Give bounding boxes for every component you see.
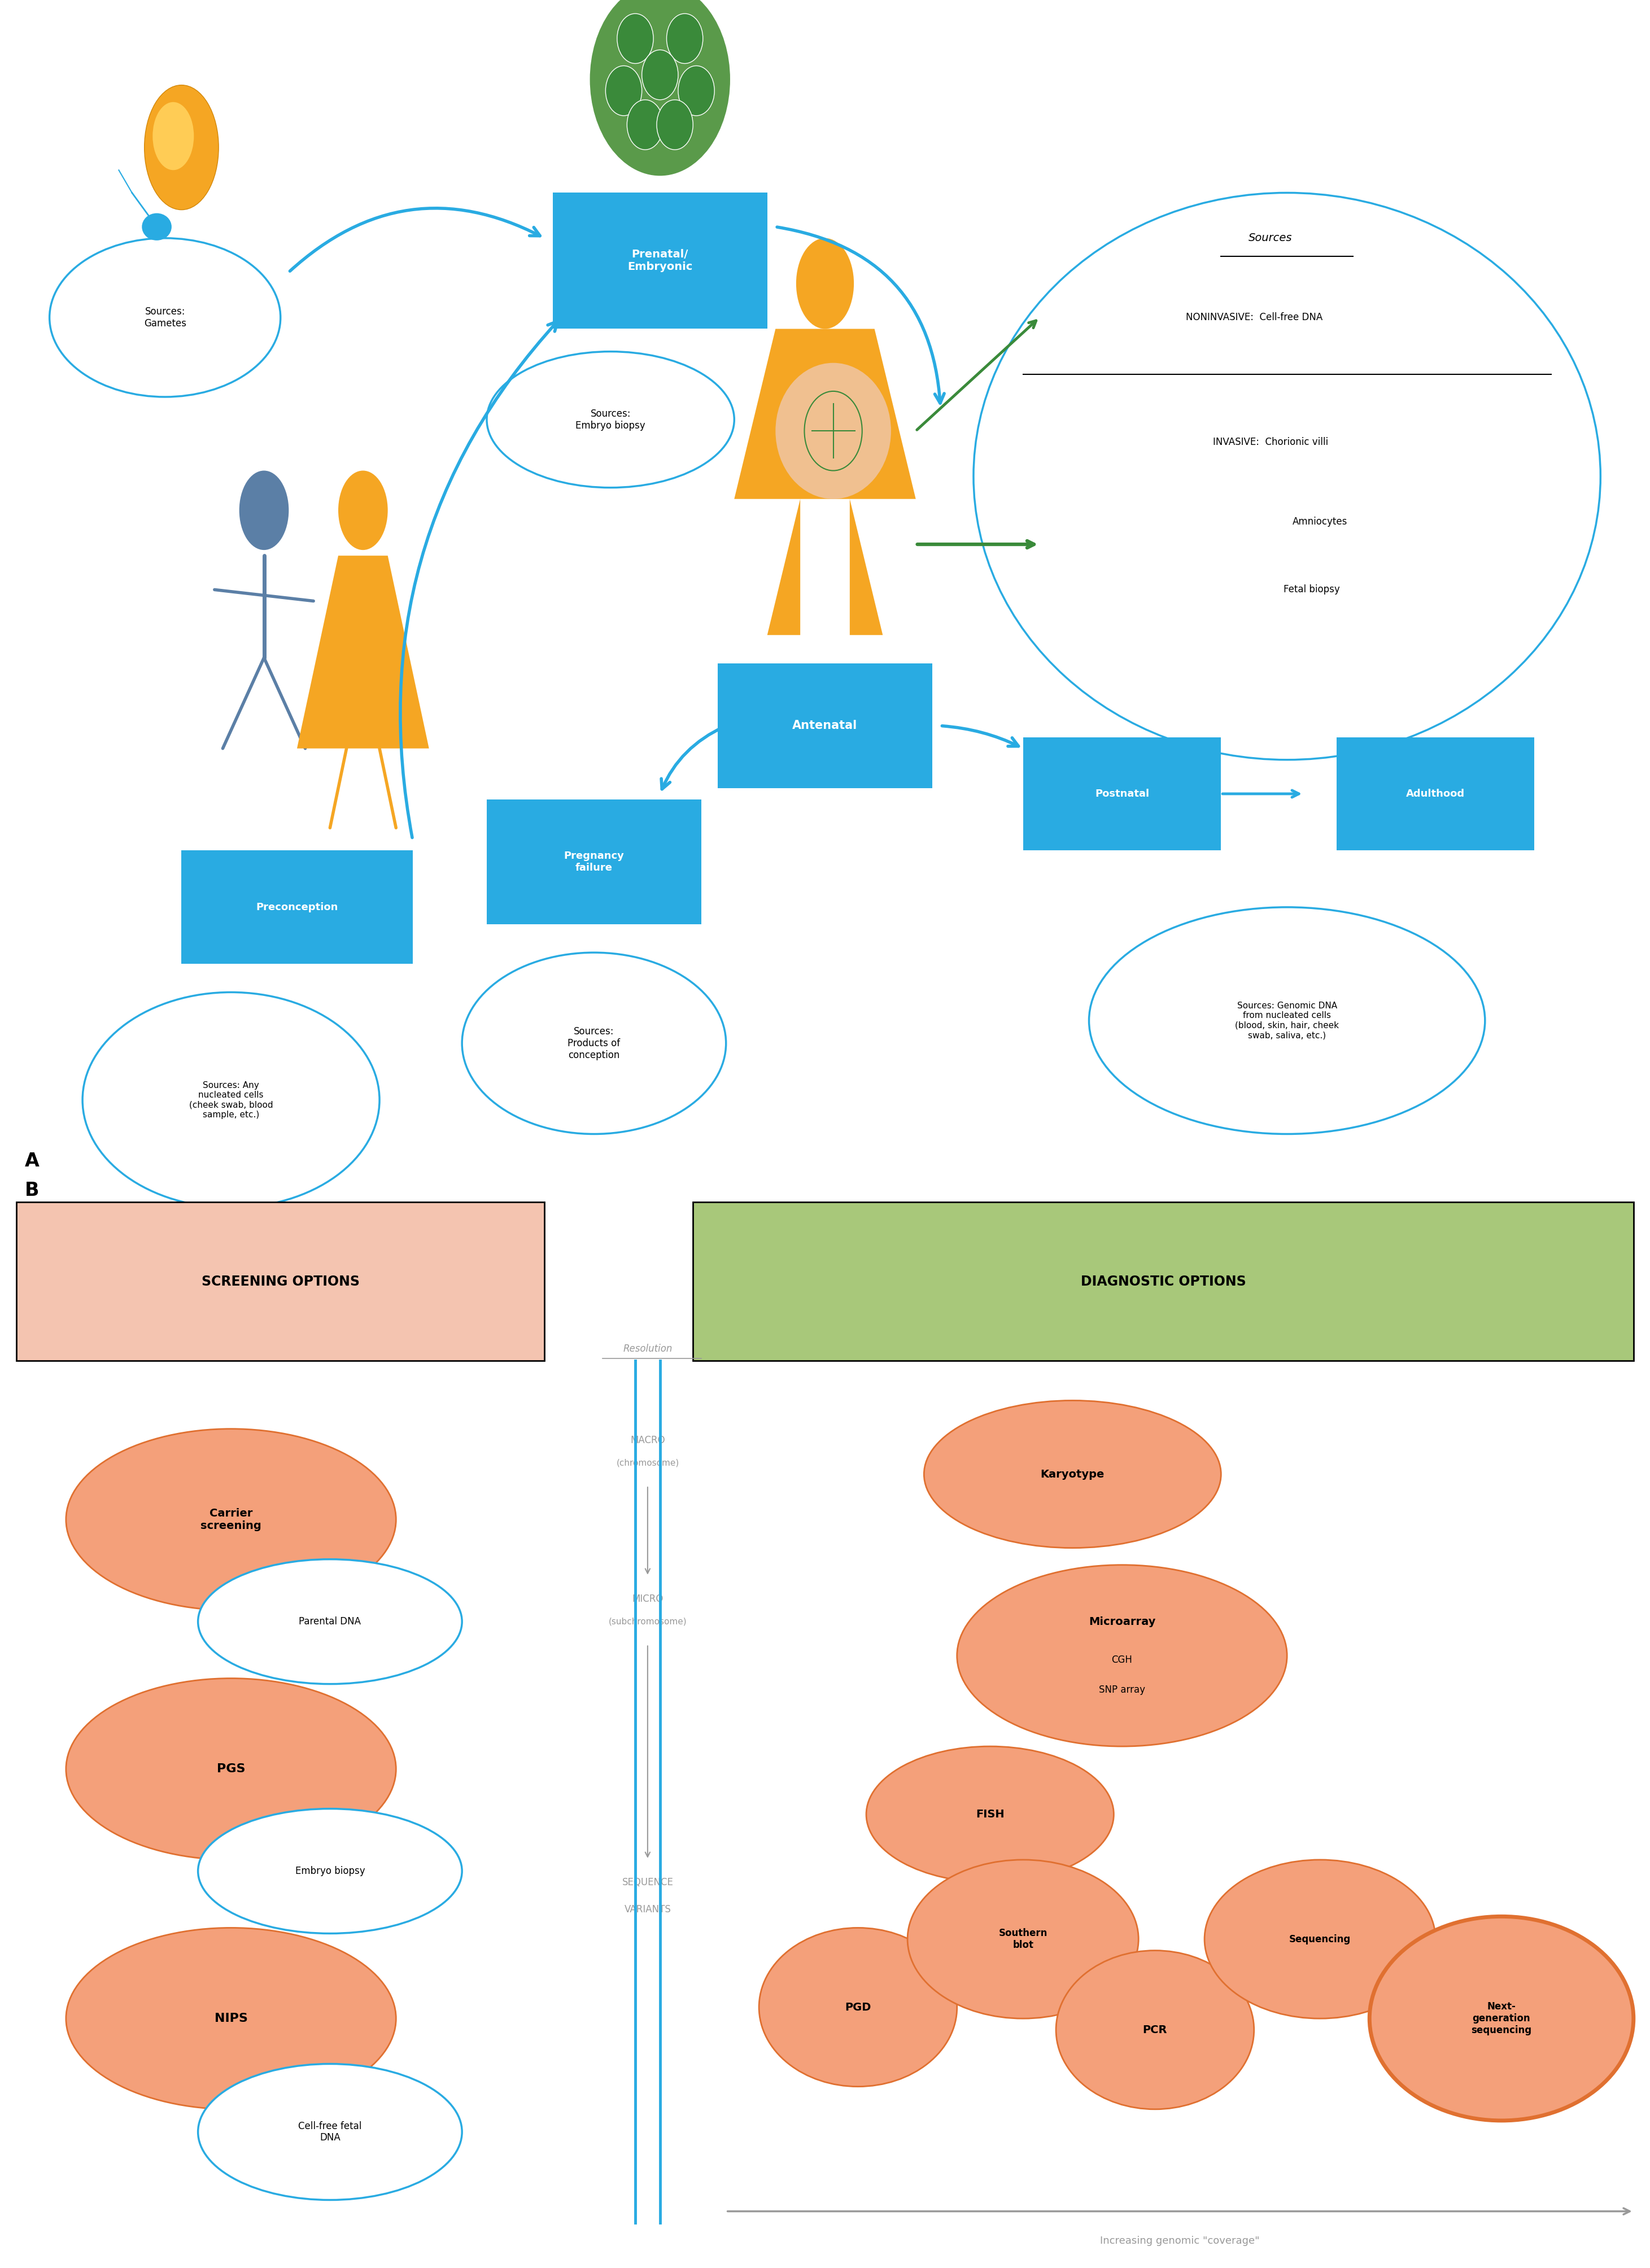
Ellipse shape [1089,907,1485,1134]
Text: Microarray: Microarray [1089,1617,1155,1626]
Ellipse shape [606,66,642,116]
FancyBboxPatch shape [1023,737,1221,850]
Ellipse shape [153,102,195,170]
Ellipse shape [627,100,663,150]
Ellipse shape [617,14,653,64]
Text: Embryo biopsy: Embryo biopsy [295,1867,365,1876]
Text: MICRO: MICRO [632,1594,663,1603]
Ellipse shape [924,1399,1221,1547]
Text: Pregnancy
failure: Pregnancy failure [564,850,624,873]
Ellipse shape [678,66,714,116]
Ellipse shape [462,953,726,1134]
Ellipse shape [775,363,891,499]
Text: Cell-free fetal
DNA: Cell-free fetal DNA [299,2121,361,2143]
Text: INVASIVE:  Chorionic villi: INVASIVE: Chorionic villi [1213,438,1328,447]
FancyBboxPatch shape [487,798,701,925]
Text: SEQUENCE: SEQUENCE [622,1878,673,1887]
Text: CGH: CGH [1112,1656,1132,1665]
Text: PCR: PCR [1143,2025,1167,2034]
Text: Sources: Genomic DNA
from nucleated cells
(blood, skin, hair, cheek
swab, saliva: Sources: Genomic DNA from nucleated cell… [1236,1002,1338,1039]
Ellipse shape [198,1810,462,1932]
Ellipse shape [667,14,703,64]
FancyBboxPatch shape [553,193,767,329]
Ellipse shape [759,1928,957,2087]
Text: Resolution: Resolution [624,1345,672,1354]
FancyBboxPatch shape [693,1202,1634,1361]
Text: SNP array: SNP array [1099,1685,1145,1694]
Ellipse shape [642,50,678,100]
Text: Sources:
Gametes: Sources: Gametes [144,306,186,329]
Text: NONINVASIVE:  Cell-free DNA: NONINVASIVE: Cell-free DNA [1186,313,1322,322]
Text: Southern
blot: Southern blot [998,1928,1048,1950]
FancyBboxPatch shape [1336,737,1534,850]
Ellipse shape [82,993,380,1207]
Text: PGS: PGS [216,1765,246,1774]
Text: (subchromosome): (subchromosome) [609,1617,686,1626]
Ellipse shape [974,193,1600,760]
Text: PGD: PGD [845,2003,871,2012]
Ellipse shape [866,1746,1114,1882]
Text: Fetal biopsy: Fetal biopsy [1284,585,1340,594]
FancyBboxPatch shape [16,1202,544,1361]
FancyBboxPatch shape [182,850,412,964]
Ellipse shape [66,1429,396,1610]
Text: Karyotype: Karyotype [1041,1470,1104,1479]
Text: Carrier
screening: Carrier screening [201,1508,261,1531]
Ellipse shape [1204,1860,1436,2019]
Text: Sources:
Embryo biopsy: Sources: Embryo biopsy [576,408,645,431]
Text: Adulthood: Adulthood [1406,789,1465,798]
Text: FISH: FISH [975,1810,1005,1819]
Ellipse shape [198,1560,462,1683]
Ellipse shape [1369,1916,1633,2121]
Text: Sources: Any
nucleated cells
(cheek swab, blood
sample, etc.): Sources: Any nucleated cells (cheek swab… [190,1082,272,1118]
Text: B: B [25,1182,40,1200]
Text: (chromosome): (chromosome) [615,1458,680,1467]
Ellipse shape [50,238,280,397]
Ellipse shape [142,213,172,240]
Polygon shape [767,499,800,635]
Text: Postnatal: Postnatal [1096,789,1148,798]
Text: Antenatal: Antenatal [792,721,858,730]
Text: Parental DNA: Parental DNA [299,1617,361,1626]
Polygon shape [850,499,883,635]
Text: MACRO: MACRO [630,1436,665,1445]
Ellipse shape [198,2064,462,2200]
Ellipse shape [908,1860,1138,2019]
Text: Sequencing: Sequencing [1289,1935,1351,1944]
Polygon shape [734,329,916,499]
Text: Preconception: Preconception [256,903,338,912]
Ellipse shape [795,238,855,329]
Ellipse shape [144,84,218,211]
Ellipse shape [239,469,289,549]
Ellipse shape [487,352,734,488]
Text: Amniocytes: Amniocytes [1292,517,1348,526]
Text: Prenatal/
Embryonic: Prenatal/ Embryonic [627,249,693,272]
Ellipse shape [1056,1950,1254,2109]
Text: VARIANTS: VARIANTS [624,1905,672,1914]
Text: DIAGNOSTIC OPTIONS: DIAGNOSTIC OPTIONS [1081,1275,1246,1288]
Ellipse shape [66,1678,396,1860]
Text: Sources:
Products of
conception: Sources: Products of conception [568,1027,620,1059]
Ellipse shape [338,469,388,549]
FancyBboxPatch shape [718,662,932,787]
Ellipse shape [66,1928,396,2109]
Text: A: A [25,1152,40,1170]
Polygon shape [297,556,429,748]
Text: Sources: Sources [1249,234,1292,243]
Text: Increasing genomic "coverage": Increasing genomic "coverage" [1101,2236,1259,2245]
Text: SCREENING OPTIONS: SCREENING OPTIONS [201,1275,360,1288]
Ellipse shape [957,1565,1287,1746]
Text: Next-
generation
sequencing: Next- generation sequencing [1472,2003,1531,2034]
Text: NIPS: NIPS [214,2014,247,2023]
Ellipse shape [591,0,729,175]
Ellipse shape [657,100,693,150]
